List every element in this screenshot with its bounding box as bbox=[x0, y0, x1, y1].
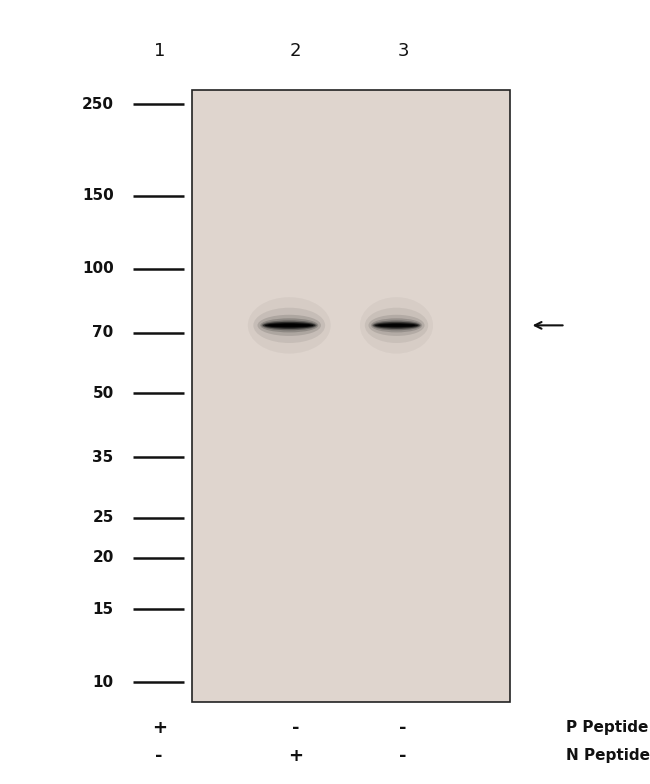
Text: +: + bbox=[288, 747, 304, 764]
Text: -: - bbox=[292, 719, 300, 736]
Text: 70: 70 bbox=[92, 325, 114, 340]
Text: 10: 10 bbox=[92, 674, 114, 690]
Ellipse shape bbox=[257, 315, 321, 336]
Text: 20: 20 bbox=[92, 550, 114, 565]
Ellipse shape bbox=[372, 321, 421, 330]
Text: -: - bbox=[155, 747, 163, 764]
Text: 250: 250 bbox=[82, 96, 114, 112]
Text: 1: 1 bbox=[153, 42, 165, 60]
Ellipse shape bbox=[365, 308, 428, 343]
Ellipse shape bbox=[369, 315, 424, 336]
Text: +: + bbox=[151, 719, 167, 736]
Ellipse shape bbox=[268, 324, 311, 327]
Text: 100: 100 bbox=[82, 261, 114, 276]
Text: 50: 50 bbox=[92, 386, 114, 401]
Ellipse shape bbox=[254, 308, 325, 343]
Text: 3: 3 bbox=[397, 42, 409, 60]
Ellipse shape bbox=[263, 322, 315, 329]
Ellipse shape bbox=[375, 323, 418, 328]
Text: N Peptide: N Peptide bbox=[566, 748, 649, 764]
Text: -: - bbox=[399, 747, 407, 764]
Ellipse shape bbox=[265, 323, 313, 328]
Text: P Peptide: P Peptide bbox=[566, 720, 648, 735]
Ellipse shape bbox=[260, 318, 318, 332]
Ellipse shape bbox=[371, 318, 422, 332]
Ellipse shape bbox=[378, 324, 415, 327]
Text: 25: 25 bbox=[92, 510, 114, 525]
Text: 2: 2 bbox=[290, 42, 302, 60]
Text: 150: 150 bbox=[82, 188, 114, 204]
Text: -: - bbox=[399, 719, 407, 736]
Bar bbox=[192, 90, 510, 702]
Text: 15: 15 bbox=[92, 602, 114, 617]
Text: 35: 35 bbox=[92, 450, 114, 465]
Ellipse shape bbox=[373, 322, 420, 329]
Ellipse shape bbox=[261, 321, 317, 330]
